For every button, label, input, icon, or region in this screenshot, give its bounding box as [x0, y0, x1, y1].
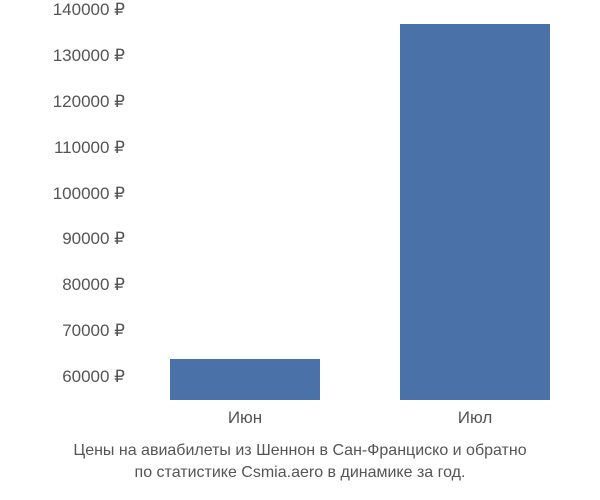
chart-bar	[170, 359, 320, 400]
x-axis-tick-label: Июл	[458, 408, 493, 428]
y-axis-tick-label: 70000 ₽	[62, 321, 125, 341]
y-axis-tick-label: 60000 ₽	[62, 367, 125, 387]
y-axis-tick-label: 140000 ₽	[53, 0, 125, 20]
caption-line-1: Цены на авиабилеты из Шеннон в Сан-Франц…	[0, 440, 600, 462]
chart-bar	[400, 24, 550, 400]
chart-caption: Цены на авиабилеты из Шеннон в Сан-Франц…	[0, 440, 600, 485]
x-axis-tick-label: Июн	[228, 408, 262, 428]
y-axis-tick-label: 120000 ₽	[53, 92, 125, 112]
y-axis-tick-label: 130000 ₽	[53, 46, 125, 66]
y-axis-tick-label: 90000 ₽	[62, 229, 125, 249]
chart-plot-area	[130, 10, 580, 400]
y-axis-tick-label: 100000 ₽	[53, 184, 125, 204]
y-axis-tick-label: 110000 ₽	[54, 138, 125, 158]
price-chart: Цены на авиабилеты из Шеннон в Сан-Франц…	[0, 0, 600, 500]
y-axis-tick-label: 80000 ₽	[62, 275, 125, 295]
caption-line-2: по статистике Csmia.aero в динамике за г…	[0, 462, 600, 484]
